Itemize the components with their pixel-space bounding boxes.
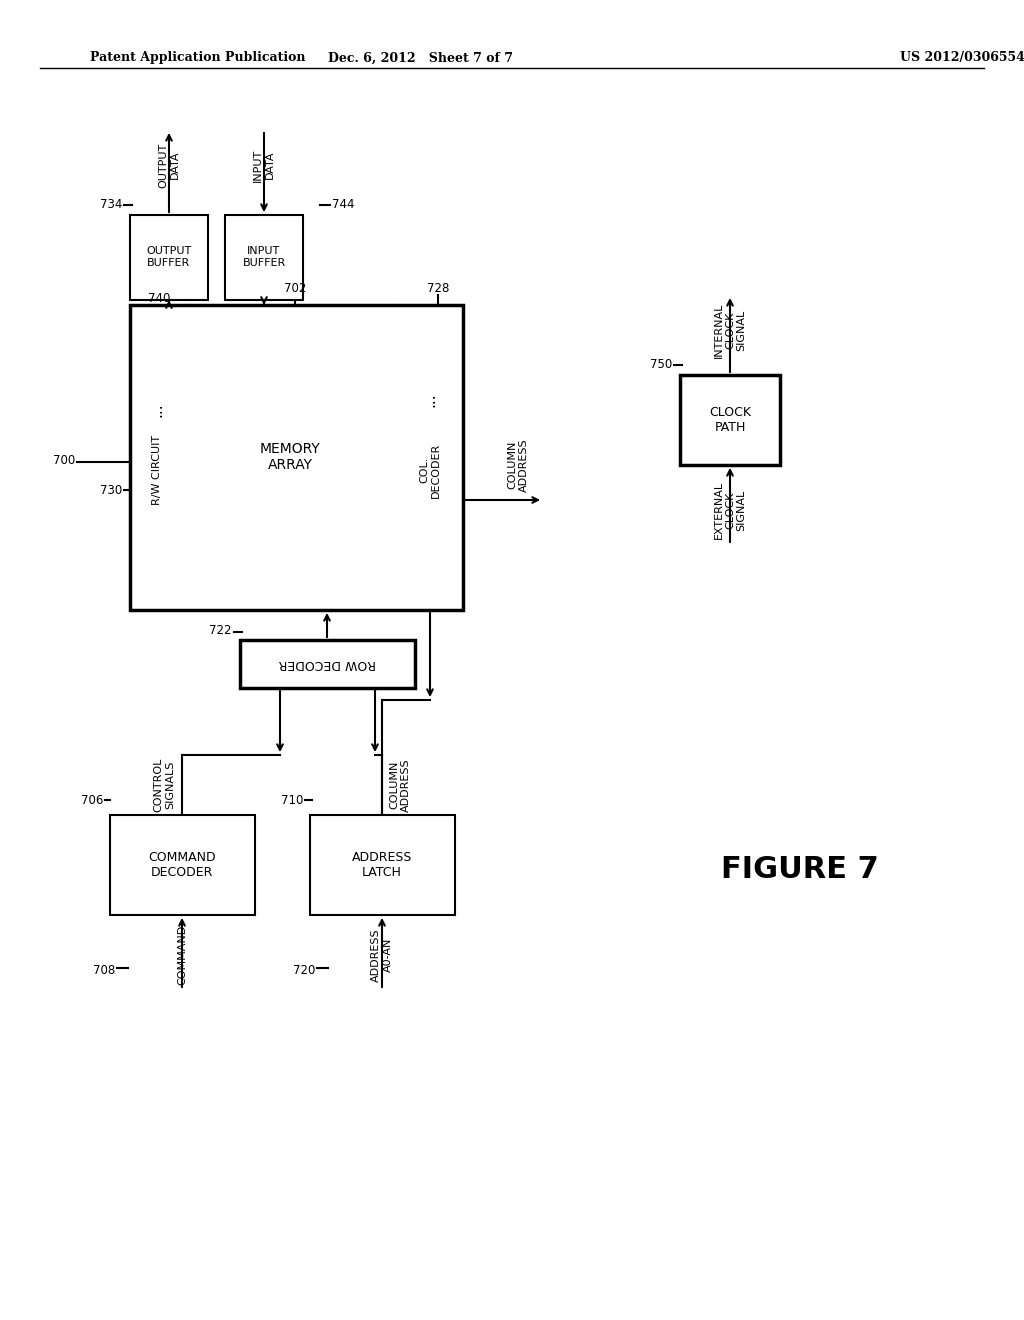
Text: 730: 730 <box>99 483 122 496</box>
Text: 706: 706 <box>81 793 103 807</box>
Text: ...: ... <box>150 403 165 417</box>
Text: 728: 728 <box>427 282 450 294</box>
Text: OUTPUT
DATA: OUTPUT DATA <box>158 143 180 187</box>
Text: 702: 702 <box>284 282 306 294</box>
Text: EXTERNAL
CLOCK
SIGNAL: EXTERNAL CLOCK SIGNAL <box>714 480 746 539</box>
Text: CLOCK
PATH: CLOCK PATH <box>709 407 751 434</box>
Bar <box>110 814 255 915</box>
Bar <box>130 305 463 610</box>
Text: 720: 720 <box>293 964 315 977</box>
Text: ADDRESS
LATCH: ADDRESS LATCH <box>352 851 413 879</box>
Text: 734: 734 <box>99 198 122 211</box>
Text: INPUT
BUFFER: INPUT BUFFER <box>243 247 286 268</box>
Text: COL.
DECODER: COL. DECODER <box>419 442 440 498</box>
Text: ADDRESS
A0-AN: ADDRESS A0-AN <box>371 928 393 982</box>
Bar <box>130 215 208 300</box>
Text: 750: 750 <box>650 359 672 371</box>
Text: COLUMN
ADDRESS: COLUMN ADDRESS <box>389 758 411 812</box>
Text: US 2012/0306554 A1: US 2012/0306554 A1 <box>900 51 1024 65</box>
Text: Patent Application Publication: Patent Application Publication <box>90 51 305 65</box>
Text: INTERNAL
CLOCK
SIGNAL: INTERNAL CLOCK SIGNAL <box>714 302 746 358</box>
Text: R/W CIRCUIT: R/W CIRCUIT <box>152 434 162 506</box>
Text: COMMAND: COMMAND <box>177 925 187 985</box>
Text: Dec. 6, 2012   Sheet 7 of 7: Dec. 6, 2012 Sheet 7 of 7 <box>328 51 512 65</box>
Text: ROW DECODER: ROW DECODER <box>279 657 376 671</box>
Text: OUTPUT
BUFFER: OUTPUT BUFFER <box>146 247 191 268</box>
Text: 710: 710 <box>281 793 303 807</box>
Text: 708: 708 <box>93 964 115 977</box>
Text: COLUMN
ADDRESS: COLUMN ADDRESS <box>507 438 528 492</box>
Bar <box>240 640 415 688</box>
Bar <box>310 814 455 915</box>
Bar <box>680 375 780 465</box>
Text: ...: ... <box>423 392 437 408</box>
Text: CONTROL
SIGNALS: CONTROL SIGNALS <box>154 758 175 812</box>
Text: 740: 740 <box>147 292 170 305</box>
Bar <box>225 215 303 300</box>
Text: 700: 700 <box>53 454 75 466</box>
Text: MEMORY
ARRAY: MEMORY ARRAY <box>260 442 321 473</box>
Text: 744: 744 <box>332 198 354 211</box>
Text: INPUT
DATA: INPUT DATA <box>253 148 274 182</box>
Text: FIGURE 7: FIGURE 7 <box>721 855 879 884</box>
Text: 722: 722 <box>210 623 232 636</box>
Text: COMMAND
DECODER: COMMAND DECODER <box>148 851 216 879</box>
